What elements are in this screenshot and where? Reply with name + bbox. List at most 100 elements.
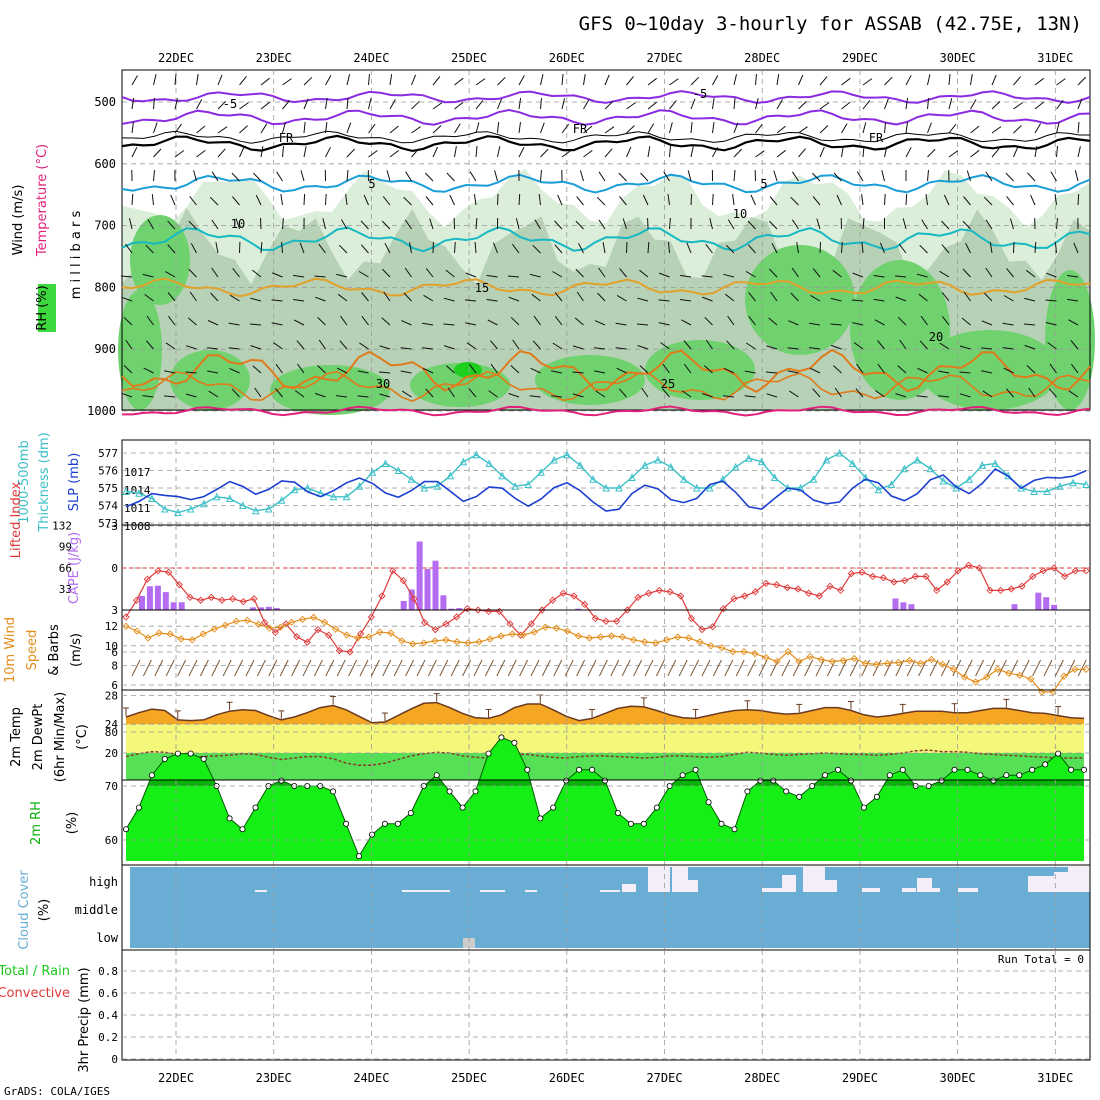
thickness-point bbox=[407, 475, 416, 483]
wind-speed-point bbox=[806, 652, 814, 661]
rh-fill-max bbox=[454, 362, 482, 378]
wind-barb bbox=[174, 123, 182, 134]
wind10m-barb bbox=[393, 659, 403, 677]
wind10m-barb bbox=[712, 659, 722, 677]
top-date-label: 27DEC bbox=[646, 51, 682, 65]
li-point bbox=[314, 625, 322, 634]
thickness-point bbox=[342, 492, 351, 501]
wind-barb bbox=[647, 241, 650, 254]
thickness-point bbox=[290, 485, 299, 494]
wind-barb bbox=[927, 98, 930, 110]
wind-barb bbox=[121, 296, 133, 302]
wind-speed-point bbox=[696, 638, 704, 646]
rh-fill-high bbox=[118, 290, 162, 410]
wind-barb bbox=[207, 347, 219, 350]
wind-barb bbox=[1077, 98, 1083, 110]
wind-barb bbox=[1028, 387, 1036, 398]
thickness-point bbox=[978, 461, 987, 469]
contour-label: FR bbox=[869, 131, 884, 145]
wind10m-barb bbox=[302, 659, 312, 677]
wind-barb bbox=[260, 217, 262, 230]
li-point bbox=[175, 581, 183, 589]
rh-point bbox=[226, 815, 233, 822]
rh-point bbox=[576, 766, 583, 773]
wind-barb bbox=[144, 293, 154, 302]
wind-barb bbox=[281, 241, 283, 254]
thickness-tick-label: 574 bbox=[98, 500, 118, 513]
wind-axis-label-4: (m/s) bbox=[69, 633, 84, 667]
thickness-point bbox=[965, 475, 974, 483]
bottom-date-label: 24DEC bbox=[353, 1071, 389, 1085]
wind-barb bbox=[639, 365, 649, 374]
wind10m-barb bbox=[177, 659, 187, 677]
li-point bbox=[186, 593, 194, 602]
wind-barb bbox=[712, 193, 714, 206]
wind-barb bbox=[400, 370, 412, 374]
wind-barb bbox=[123, 317, 133, 326]
cloud-high-bar bbox=[688, 880, 698, 892]
wind-barb bbox=[1050, 171, 1057, 182]
wind-barb bbox=[1034, 123, 1042, 134]
thickness-point bbox=[900, 464, 909, 473]
temperature-contour-20 bbox=[121, 348, 1091, 393]
thickness-point bbox=[654, 455, 662, 464]
wind-barb bbox=[626, 241, 628, 254]
wind-barb bbox=[819, 125, 829, 134]
wind-barb bbox=[1046, 272, 1057, 278]
wind-barb bbox=[465, 299, 477, 302]
wind-barb bbox=[637, 297, 649, 302]
wind-barb bbox=[725, 244, 735, 254]
chart-title: GFS 0~10day 3-hourly for ASSAB (42.75E, … bbox=[579, 13, 1082, 35]
cloud-high-bar bbox=[1028, 876, 1054, 892]
wind-barb bbox=[131, 122, 134, 134]
wind-speed-point bbox=[983, 673, 991, 681]
wind-barb bbox=[615, 347, 627, 350]
wind-barb bbox=[561, 123, 570, 134]
wind-barb bbox=[1068, 319, 1079, 326]
rh-point bbox=[161, 756, 168, 763]
wind-barb bbox=[733, 97, 736, 110]
wind-barb bbox=[486, 274, 498, 278]
rh-point bbox=[1042, 761, 1049, 768]
thickness-point bbox=[1082, 480, 1090, 488]
wind-barb bbox=[336, 395, 348, 398]
cape-bar bbox=[1043, 597, 1050, 610]
li-tick-label: 6 bbox=[111, 646, 118, 659]
wind-barb bbox=[1071, 363, 1079, 374]
li-point bbox=[613, 617, 621, 625]
wind-barb bbox=[604, 148, 613, 158]
top-date-label: 28DEC bbox=[744, 51, 780, 65]
wind-speed-point bbox=[828, 657, 836, 666]
wind10m-barb bbox=[427, 659, 437, 677]
wind-barb bbox=[723, 273, 735, 278]
wind-barb bbox=[959, 371, 971, 374]
wind-barb bbox=[1002, 347, 1014, 350]
wind-barb bbox=[966, 170, 971, 182]
contour-label: FR bbox=[573, 122, 588, 136]
cloud-high-bar bbox=[782, 875, 796, 892]
wind-barb bbox=[898, 243, 907, 254]
wind-barb bbox=[948, 150, 959, 158]
wind-barb bbox=[884, 98, 889, 110]
wind-barb bbox=[403, 292, 412, 302]
cape-bar bbox=[1051, 604, 1058, 610]
rh-point bbox=[757, 777, 764, 784]
wind-barb bbox=[819, 146, 825, 158]
thickness-point bbox=[550, 455, 558, 464]
wind-barb bbox=[618, 388, 627, 398]
wind-barb bbox=[812, 196, 821, 206]
wind-barb bbox=[358, 271, 369, 278]
thickness-point bbox=[1056, 482, 1064, 490]
thickness-point bbox=[459, 457, 468, 466]
wind-barb bbox=[314, 275, 326, 278]
wind-barb bbox=[712, 122, 715, 134]
wind10m-barb bbox=[644, 659, 654, 677]
wind-barb bbox=[855, 388, 864, 398]
li-point bbox=[858, 568, 866, 576]
wind-barb bbox=[578, 242, 584, 254]
wind-barb bbox=[1003, 295, 1014, 302]
rh-point bbox=[1081, 766, 1088, 773]
wind-barb bbox=[260, 77, 270, 86]
cape-bar bbox=[139, 595, 145, 610]
wind-barb bbox=[231, 172, 240, 182]
